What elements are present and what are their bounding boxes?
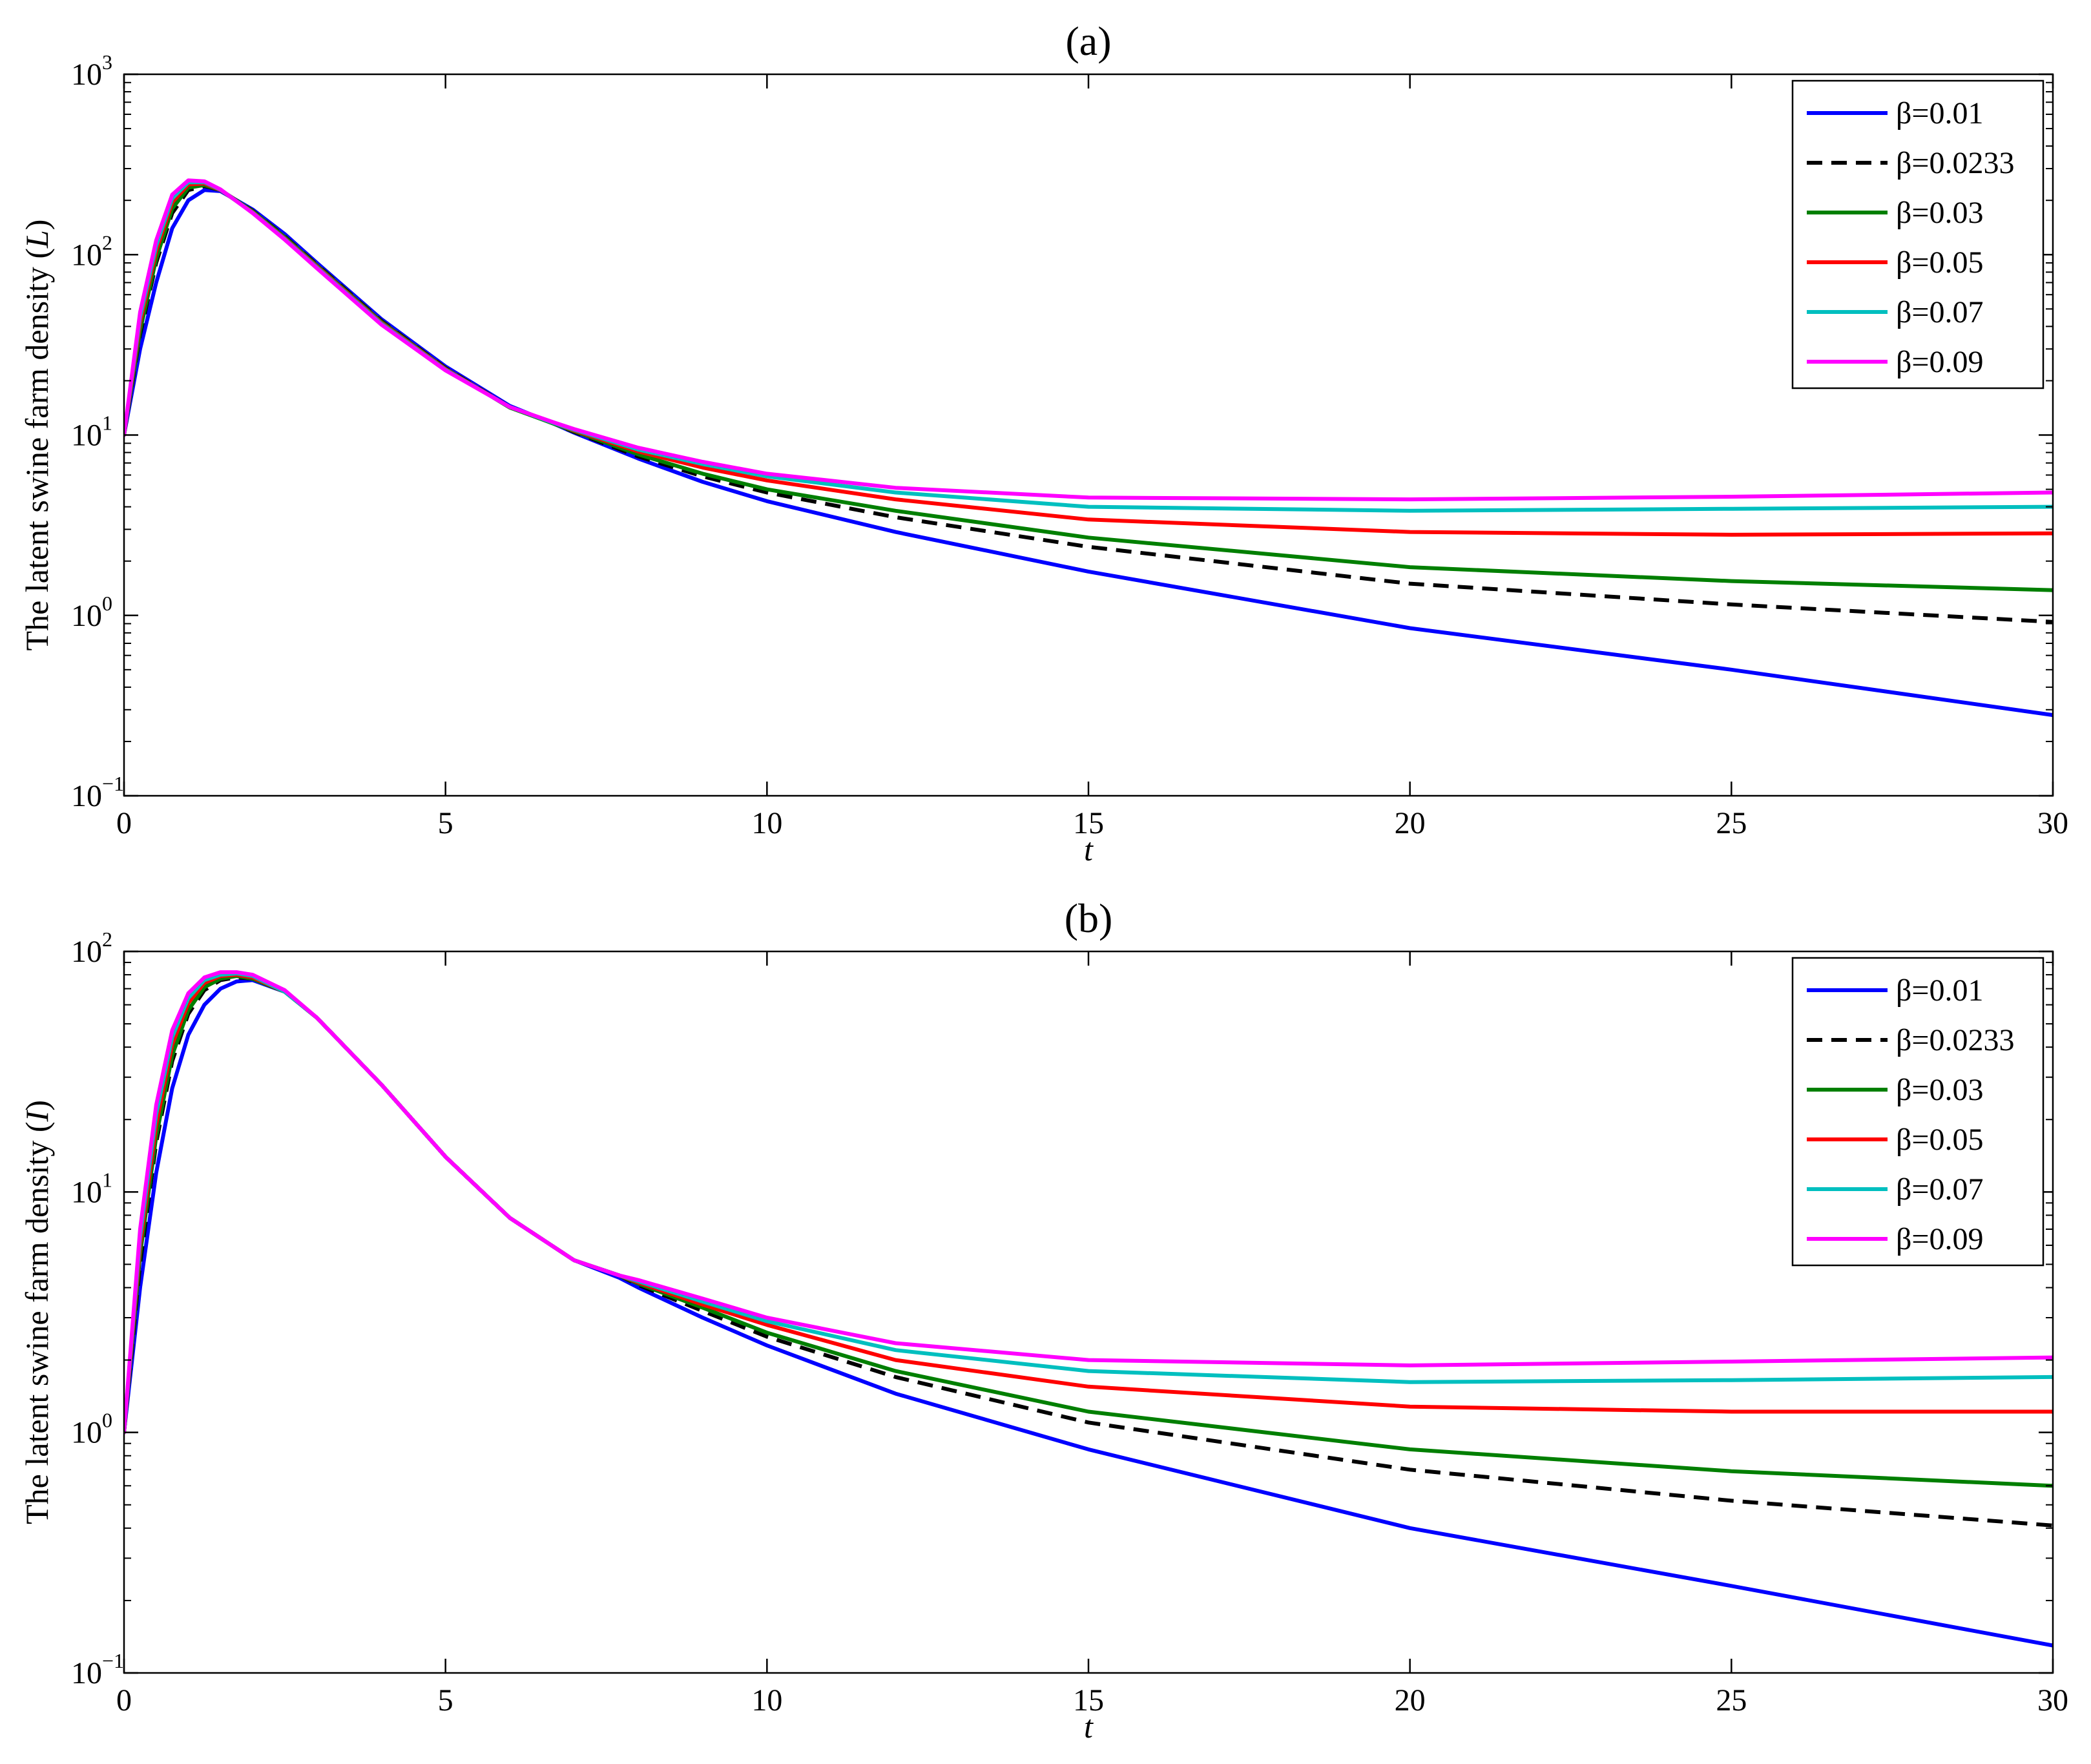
- y-axis-label-var: I: [19, 1109, 55, 1122]
- y-tick-base: 10: [71, 57, 102, 92]
- y-tick-label: 100: [71, 592, 112, 633]
- y-tick-base: 10: [71, 599, 102, 633]
- y-tick-label: 102: [71, 928, 112, 969]
- x-tick-label: 20: [1395, 806, 1426, 840]
- y-tick-label: 10−1: [71, 772, 124, 813]
- legend-label: β=0.03: [1896, 1073, 1984, 1107]
- y-tick-exponent: 1: [102, 1168, 112, 1191]
- y-tick-exponent: 0: [102, 592, 112, 615]
- y-tick-base: 10: [71, 935, 102, 969]
- x-axis-label: t: [1084, 831, 1094, 867]
- x-tick-label: 25: [1716, 806, 1747, 840]
- y-tick-exponent: 2: [102, 928, 112, 951]
- legend-label: β=0.05: [1896, 1123, 1984, 1157]
- legend-label: β=0.05: [1896, 245, 1984, 280]
- legend: β=0.01 β=0.0233 β=0.03 β=0.05 β=0.07 β=0.09: [1791, 957, 2044, 1267]
- x-tick-label: 5: [438, 806, 453, 840]
- y-tick-base: 10: [71, 419, 102, 453]
- legend-label: β=0.09: [1896, 1222, 1984, 1256]
- x-tick-label: 30: [2037, 1683, 2068, 1717]
- legend: β=0.01 β=0.0233 β=0.03 β=0.05 β=0.07 β=0.09: [1791, 79, 2044, 389]
- series-line-5: [124, 178, 2053, 502]
- legend-label: β=0.01: [1896, 96, 1984, 130]
- x-tick-label: 0: [116, 1683, 132, 1717]
- legend-label: β=0.01: [1896, 973, 1984, 1008]
- x-tick-label: 15: [1073, 1683, 1104, 1717]
- series-group: [124, 178, 2053, 718]
- y-tick-exponent: 1: [102, 411, 112, 435]
- legend-label: β=0.03: [1896, 196, 1984, 230]
- x-tick-label: 10: [751, 806, 782, 840]
- y-axis-label-main: The latent swine farm density (: [19, 1121, 55, 1524]
- x-tick-label: 0: [116, 806, 132, 840]
- series-line-5: [124, 970, 2053, 1435]
- legend-box: [1791, 79, 2044, 389]
- legend-box: [1791, 957, 2044, 1267]
- y-tick-label: 100: [71, 1409, 112, 1450]
- y-tick-label: 101: [71, 411, 112, 453]
- x-tick-label: 25: [1716, 1683, 1747, 1717]
- y-tick-base: 10: [71, 779, 102, 813]
- y-tick-label: 102: [71, 231, 112, 272]
- y-tick-base: 10: [71, 238, 102, 272]
- y-tick-exponent: 0: [102, 1409, 112, 1432]
- series-group: [124, 970, 2053, 1648]
- y-tick-base: 10: [71, 1656, 102, 1690]
- y-tick-label: 10−1: [71, 1649, 124, 1690]
- y-tick-base: 10: [71, 1416, 102, 1450]
- y-tick-exponent: 2: [102, 231, 112, 254]
- y-tick-label: 101: [71, 1168, 112, 1209]
- y-axis-label-var: L: [19, 230, 55, 249]
- y-tick-exponent: −1: [102, 772, 124, 795]
- x-tick-label: 30: [2037, 806, 2068, 840]
- y-axis-label-close: ): [19, 220, 55, 231]
- x-tick-label: 10: [751, 1683, 782, 1717]
- y-tick-base: 10: [71, 1175, 102, 1209]
- x-tick-label: 20: [1395, 1683, 1426, 1717]
- x-tick-label: 15: [1073, 806, 1104, 840]
- y-axis-label-close: ): [19, 1100, 55, 1111]
- legend-label: β=0.09: [1896, 345, 1984, 379]
- y-axis-label-main: The latent swine farm density (: [19, 248, 55, 650]
- y-tick-exponent: 3: [102, 50, 112, 74]
- legend-label: β=0.0233: [1896, 146, 2015, 180]
- y-axis-label: The latent swine farm density (I): [19, 1100, 55, 1524]
- chart-title: (a): [1065, 18, 1111, 64]
- x-axis-label: t: [1084, 1708, 1094, 1745]
- y-tick-label: 103: [71, 50, 112, 92]
- y-tick-exponent: −1: [102, 1649, 124, 1672]
- chart-title: (b): [1065, 895, 1113, 941]
- legend-label: β=0.07: [1896, 295, 1984, 329]
- y-axis-label: The latent swine farm density (L): [19, 220, 55, 651]
- x-tick-label: 5: [438, 1683, 453, 1717]
- legend-label: β=0.07: [1896, 1172, 1984, 1207]
- legend-label: β=0.0233: [1896, 1023, 2015, 1057]
